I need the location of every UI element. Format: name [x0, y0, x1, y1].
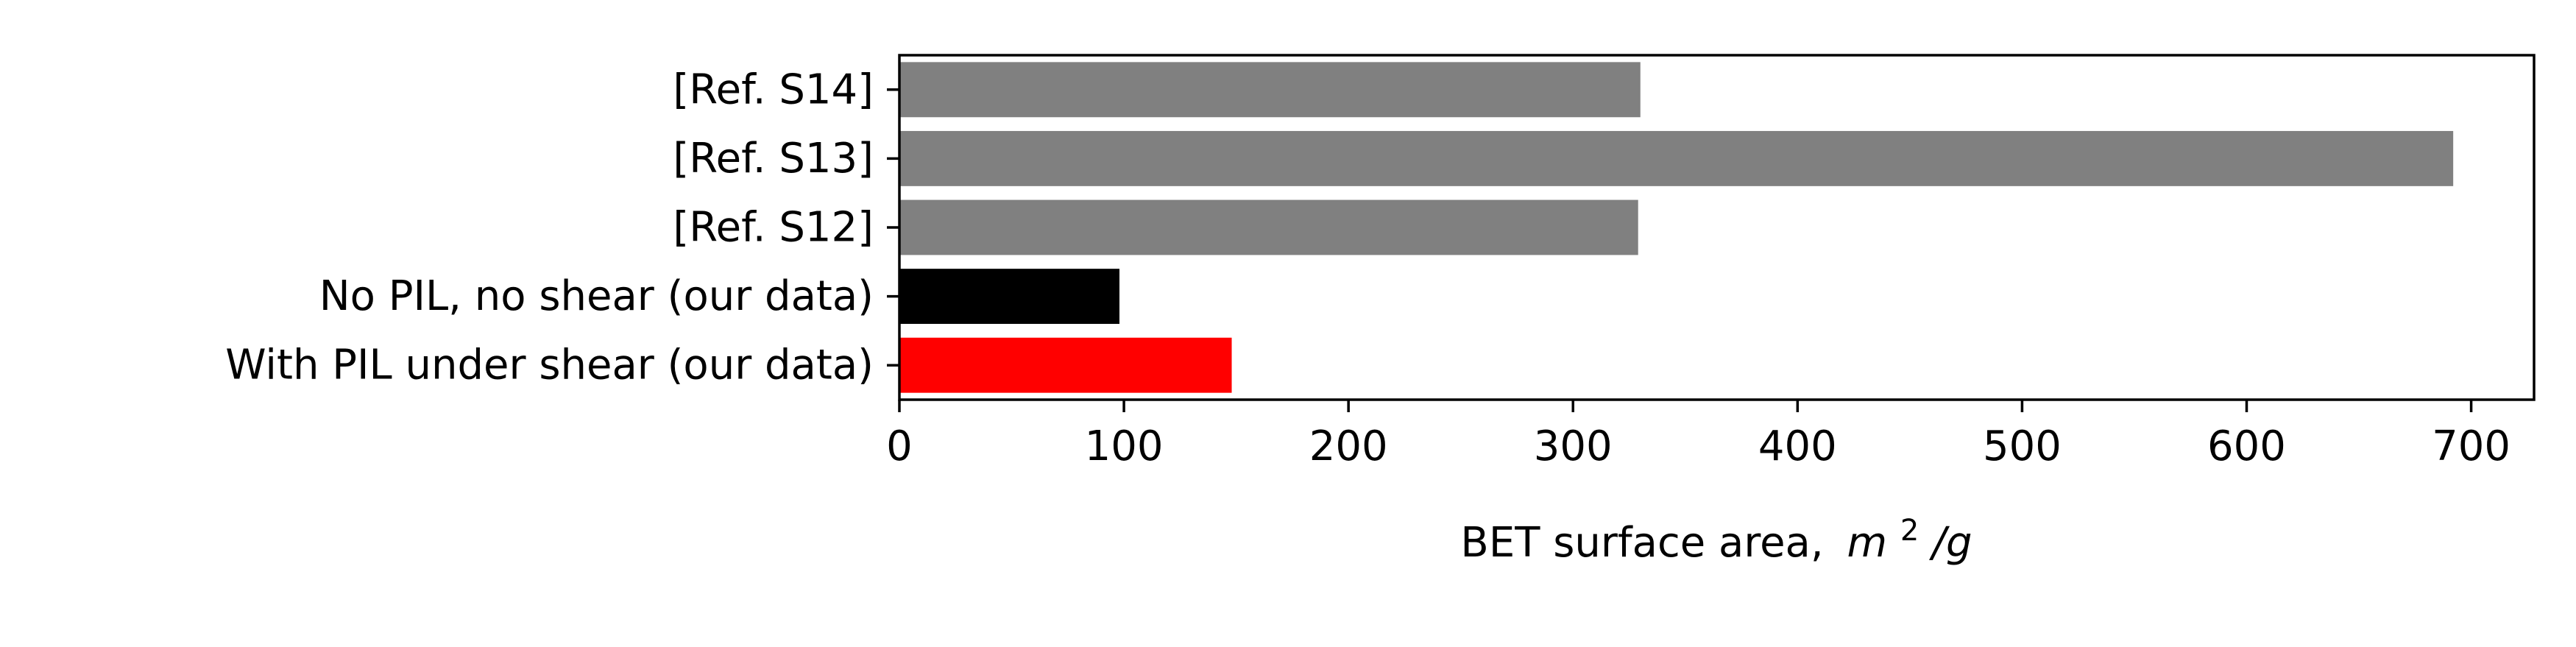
- x-tick-label: 700: [2432, 423, 2510, 470]
- x-tick-label: 500: [1983, 423, 2062, 470]
- y-tick-label: [Ref. S14]: [673, 66, 874, 113]
- x-axis: 0 100 200 300 400 500 600 700: [886, 400, 2510, 470]
- x-tick-label: 100: [1085, 423, 1164, 470]
- x-axis-label-unit-tail: /g: [1928, 519, 1972, 567]
- x-axis-label-text: BET surface area,: [1460, 519, 1823, 567]
- y-tick-label: [Ref. S13]: [673, 135, 874, 183]
- bar: [899, 62, 1641, 118]
- x-axis-label-unit: m: [1847, 519, 1888, 567]
- bar: [899, 337, 1232, 393]
- y-tick-label: No PIL, no shear (our data): [319, 272, 874, 320]
- bar: [899, 199, 1638, 255]
- x-axis-label-exponent: 2: [1900, 514, 1919, 548]
- x-tick-label: 200: [1309, 423, 1388, 470]
- y-tick-label: [Ref. S12]: [673, 204, 874, 252]
- y-tick-label: With PIL under shear (our data): [225, 342, 874, 389]
- bar: [899, 130, 2454, 186]
- x-tick-label: 400: [1758, 423, 1837, 470]
- bars-layer: [899, 62, 2454, 393]
- x-tick-label: 600: [2207, 423, 2286, 470]
- y-axis: [Ref. S14] [Ref. S13] [Ref. S12] No PIL, no…: [225, 66, 899, 389]
- bar: [899, 269, 1119, 325]
- x-tick-label: 0: [886, 423, 913, 470]
- x-axis-label: BET surface area, m 2 /g: [1460, 503, 1972, 567]
- x-tick-label: 300: [1534, 423, 1613, 470]
